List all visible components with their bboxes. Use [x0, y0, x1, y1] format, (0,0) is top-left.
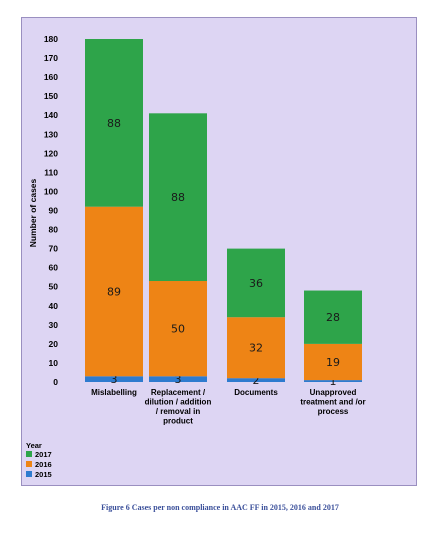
y-tick-label: 130: [44, 129, 58, 139]
x-category-label: Unapproved: [310, 388, 357, 397]
bar-data-label: 32: [249, 342, 263, 355]
y-tick-label: 0: [53, 377, 58, 387]
legend-label: 2016: [35, 460, 52, 469]
y-tick-label: 70: [49, 244, 59, 254]
bar-data-label: 89: [107, 285, 121, 298]
y-tick-label: 150: [44, 91, 58, 101]
x-category-label: dilution / addition: [145, 398, 212, 407]
bar-data-label: 28: [326, 311, 340, 324]
bar-segment-2016: [85, 206, 143, 377]
legend-swatch-2016: [26, 461, 32, 467]
bar-data-label: 88: [107, 117, 121, 130]
bar-segment-2016: [304, 343, 362, 381]
legend-swatch-2015: [26, 471, 32, 477]
x-category-label: process: [318, 407, 349, 416]
bar-data-label: 19: [326, 356, 340, 369]
legend-swatch-2017: [26, 451, 32, 457]
x-category-label: / removal in: [156, 407, 201, 416]
x-category-label: treatment and /or: [300, 398, 365, 407]
bar-data-label: 2: [253, 374, 260, 387]
bar-data-label: 1: [330, 375, 337, 388]
y-tick-label: 10: [49, 358, 59, 368]
bar-segment-2017: [227, 248, 285, 318]
y-tick-label: 110: [44, 167, 58, 177]
legend-title: Year: [26, 441, 42, 450]
bar-data-label: 88: [171, 191, 185, 204]
bar-data-label: 3: [111, 373, 118, 386]
x-category-label: Replacement /: [151, 388, 206, 397]
bar-data-label: 3: [175, 373, 182, 386]
bar-segment-2015: [304, 380, 362, 382]
bar-data-label: 36: [249, 277, 263, 290]
y-tick-label: 170: [44, 53, 58, 63]
y-tick-label: 90: [49, 206, 59, 216]
y-axis-label: Number of cases: [28, 178, 38, 247]
bar-segment-2017: [149, 113, 207, 282]
bar-segment-2015: [149, 376, 207, 382]
legend-label: 2017: [35, 450, 52, 459]
bar-segment-2015: [227, 378, 285, 382]
figure-caption: Figure 6 Cases per non compliance in AAC…: [101, 503, 339, 512]
chart-panel: 0 10 20 30 40 50 60 70 80 90 100 110 120 130 140 150 160…: [21, 17, 417, 486]
x-category-label: product: [163, 417, 193, 426]
bar-segment-2017: [85, 39, 143, 207]
stacked-bar-chart: 0102030405060708090100110120130140150160…: [26, 34, 366, 479]
x-category-label: Documents: [234, 388, 278, 397]
y-tick-label: 100: [44, 186, 58, 196]
y-tick-label: 180: [44, 34, 58, 44]
bar-segment-2015: [85, 376, 143, 382]
y-tick-label: 40: [49, 301, 59, 311]
y-tick-label: 80: [49, 225, 59, 235]
bar-data-label: 50: [171, 323, 185, 336]
y-tick-label: 50: [49, 282, 59, 292]
y-tick-label: 60: [49, 263, 59, 273]
bar-segment-2017: [304, 290, 362, 344]
y-tick-label: 30: [49, 320, 59, 330]
y-tick-label: 160: [44, 72, 58, 82]
legend-label: 2015: [35, 470, 52, 479]
bar-segment-2016: [149, 281, 207, 377]
y-tick-label: 20: [49, 339, 59, 349]
y-tick-label: 120: [44, 148, 58, 158]
x-category-label: Mislabelling: [91, 388, 137, 397]
y-tick-label: 140: [44, 110, 58, 120]
bar-segment-2016: [227, 317, 285, 379]
